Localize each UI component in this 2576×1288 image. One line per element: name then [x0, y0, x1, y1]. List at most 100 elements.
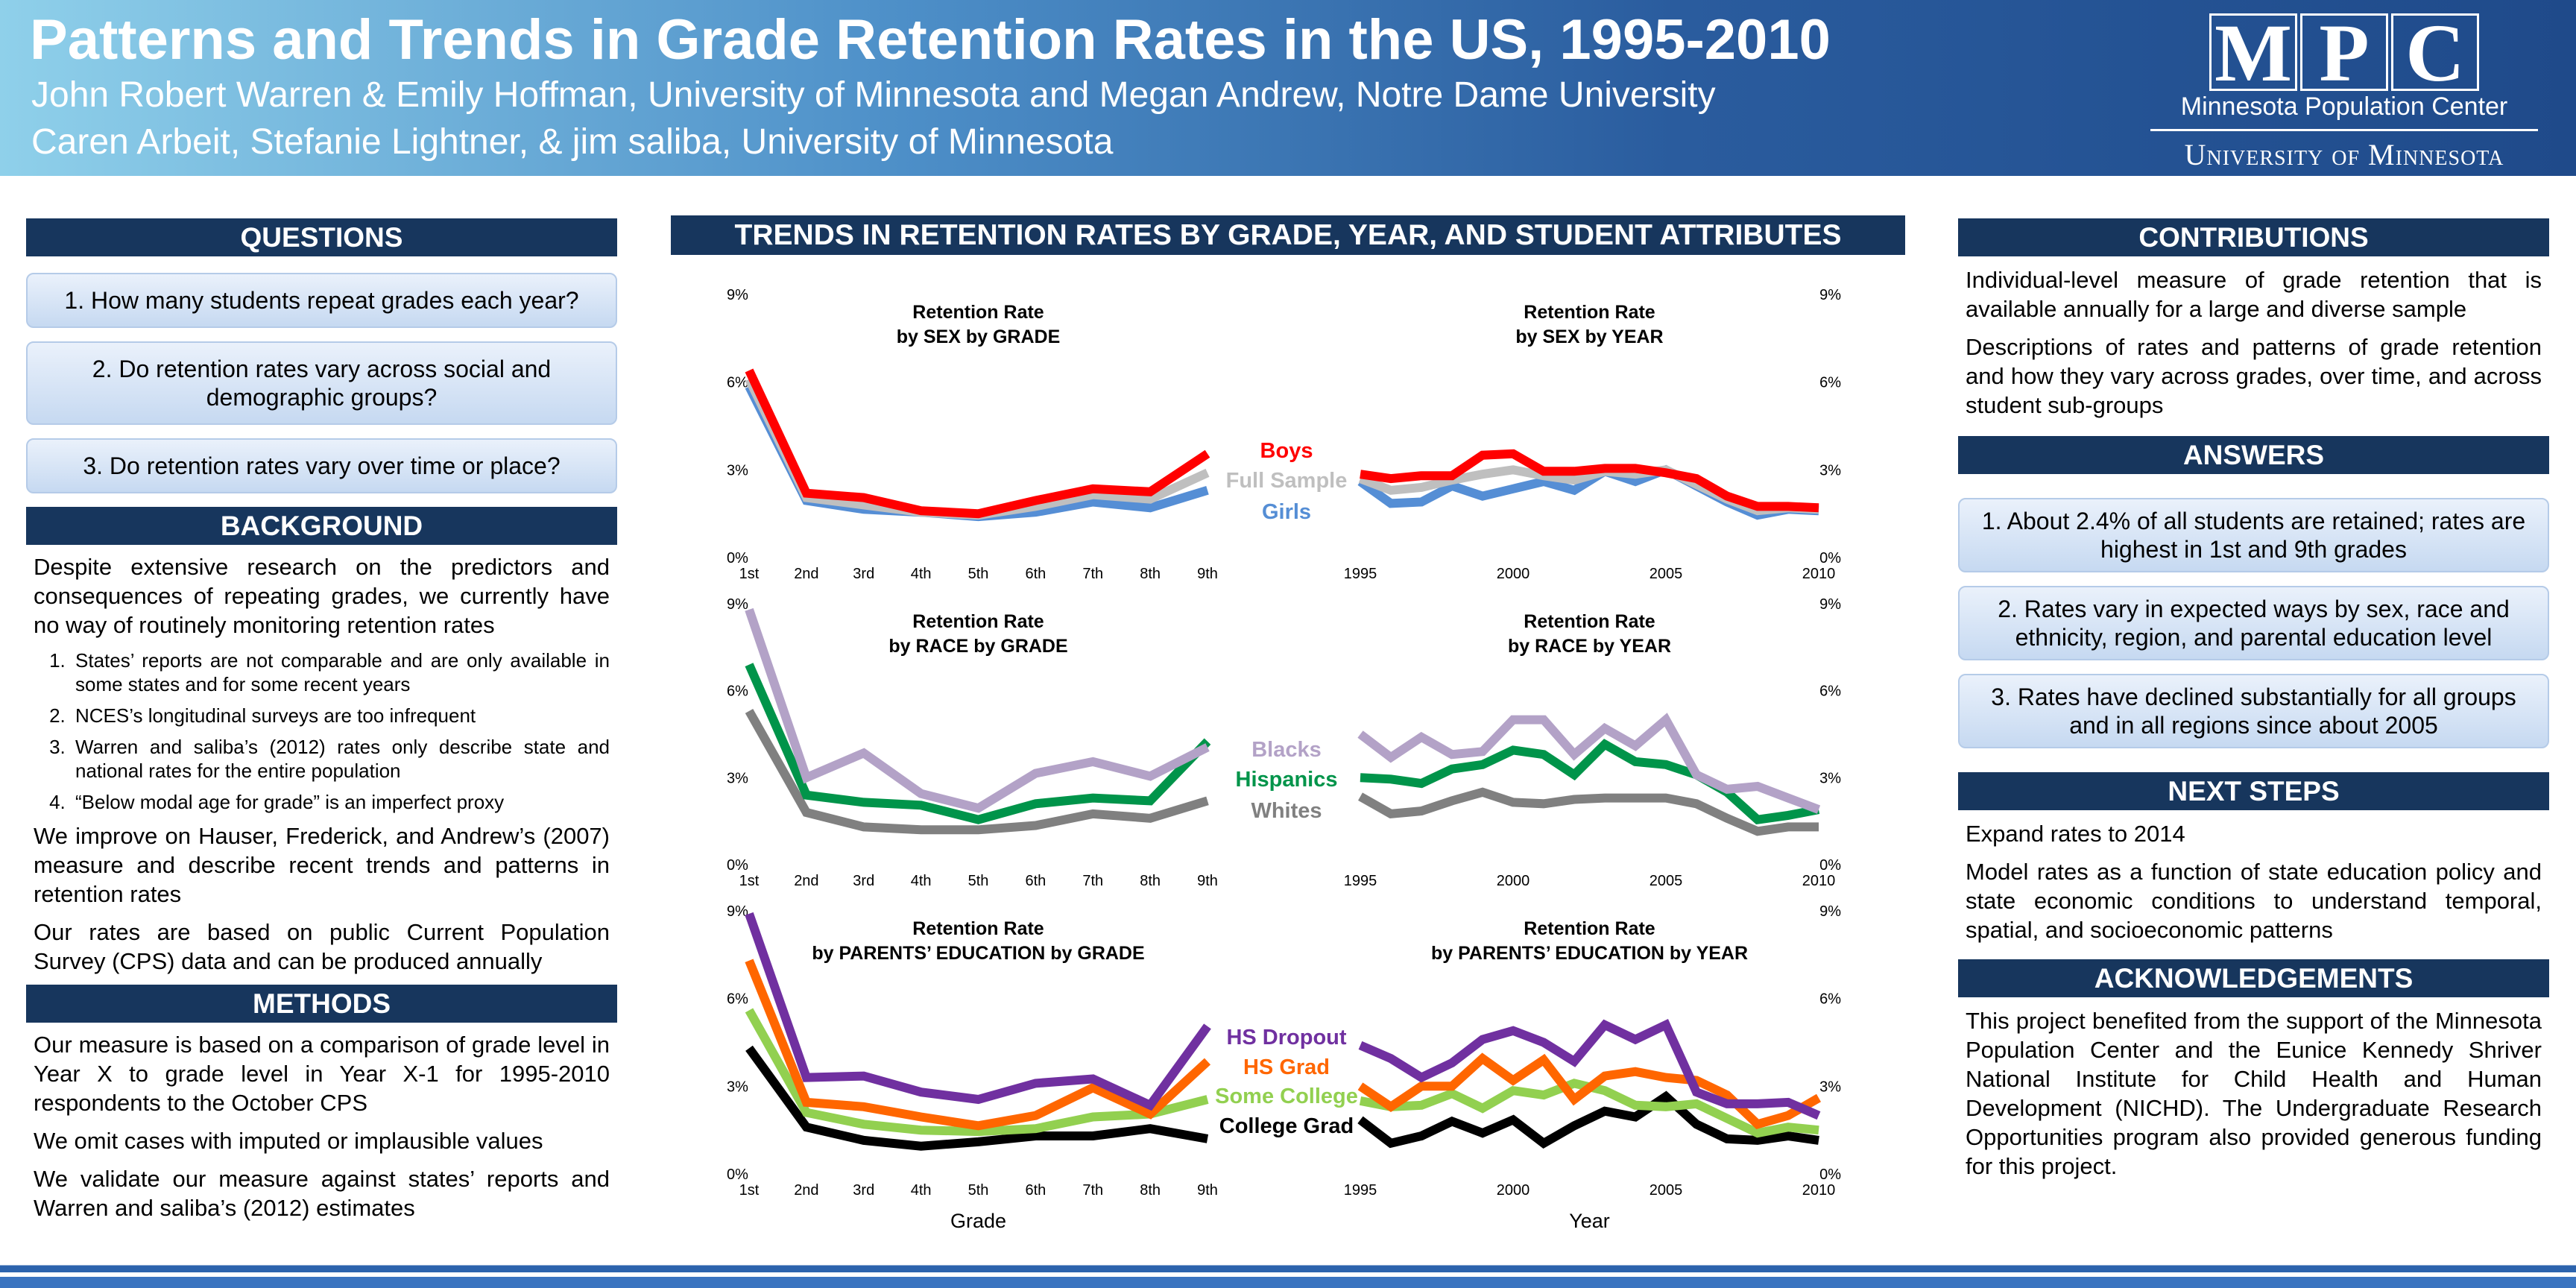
y-tick-label: 9%	[727, 287, 748, 303]
x-tick-label: 1st	[739, 566, 760, 582]
x-tick-label: 5th	[968, 1182, 989, 1199]
logo-letter-m: M	[2209, 12, 2297, 94]
x-tick-label: 1st	[739, 873, 760, 889]
x-tick-label: 2005	[1650, 566, 1683, 582]
series-line-whites	[745, 708, 1209, 835]
x-tick-label: 1995	[1344, 566, 1377, 582]
legend-label: HS Grad	[1243, 1055, 1330, 1079]
answer-1: 1. About 2.4% of all students are retain…	[1958, 498, 2549, 572]
questions-heading: QUESTIONS	[26, 218, 617, 256]
background-list-item: Warren and saliba’s (2012) rates only de…	[71, 735, 610, 783]
series-line-college-grad	[745, 1045, 1209, 1151]
x-tick-label: 2000	[1497, 873, 1530, 889]
footer-stripes	[0, 1260, 2576, 1288]
legend-label: Some College	[1215, 1085, 1358, 1108]
x-tick-label: 4th	[911, 566, 932, 582]
chart-title: Retention Rate	[1524, 611, 1655, 632]
y-tick-label: 3%	[727, 1079, 748, 1095]
methods-heading: METHODS	[26, 985, 617, 1023]
legend-label: Full Sample	[1226, 469, 1348, 493]
x-tick-label: 7th	[1082, 873, 1103, 889]
y-tick-label: 0%	[1819, 550, 1841, 566]
x-tick-label: 2010	[1802, 1182, 1836, 1199]
y-tick-label: 9%	[727, 903, 748, 920]
question-3: 3. Do retention rates vary over time or …	[26, 438, 617, 493]
x-tick-label: 9th	[1197, 1182, 1218, 1199]
x-tick-label: 5th	[968, 873, 989, 889]
chart-2: 0% 3% 6% 9% Retention Rate by SEX by YEAR 1995…	[1344, 287, 1841, 582]
question-1: 1. How many students repeat grades each …	[26, 273, 617, 328]
authors-line-2: Caren Arbeit, Stefanie Lightner, & jim s…	[31, 122, 1114, 162]
background-list-item: “Below modal age for grade” is an imperf…	[71, 790, 610, 814]
y-tick-label: 9%	[1819, 903, 1841, 920]
y-tick-label: 9%	[1819, 287, 1841, 303]
y-tick-label: 0%	[1819, 857, 1841, 874]
acknowledgements-text: This project benefited from the support …	[1966, 1008, 2542, 1179]
chart-title: Retention Rate	[912, 918, 1044, 939]
logo-center-name: Minnesota Population Center	[2180, 92, 2508, 121]
series-line-boys	[1360, 449, 1819, 513]
methods-p2: We omit cases with imputed or implausibl…	[34, 1128, 543, 1154]
series-line-hs-dropout	[745, 912, 1211, 1111]
series-line-blacks	[745, 607, 1210, 813]
next-steps-heading: NEXT STEPS	[1958, 772, 2549, 810]
chart-title: Retention Rate	[912, 302, 1044, 323]
x-tick-label: 1995	[1344, 873, 1377, 889]
x-tick-label: 2010	[1802, 873, 1836, 889]
y-tick-label: 0%	[727, 1167, 748, 1183]
y-tick-label: 6%	[1819, 375, 1841, 391]
y-tick-label: 6%	[727, 375, 748, 391]
chart-subtitle: by SEX by GRADE	[897, 326, 1061, 347]
chart-5: 0% 3% 6% 9% Retention Rate by PARENTS’ EDUCAT…	[727, 903, 1358, 1232]
chart-1: 0% 3% 6% 9% Retention Rate by SEX by GRADE 1st…	[727, 287, 1347, 582]
y-tick-label: 6%	[727, 684, 748, 700]
legend-label: Whites	[1251, 799, 1322, 823]
background-heading: BACKGROUND	[26, 507, 617, 545]
y-tick-label: 0%	[1819, 1167, 1841, 1183]
series-line-hs-grad	[745, 959, 1211, 1131]
chart-subtitle: by PARENTS’ EDUCATION by YEAR	[1431, 943, 1748, 964]
poster-header: Patterns and Trends in Grade Retention R…	[0, 0, 2576, 176]
logo-letter-p: P	[2300, 12, 2388, 94]
methods-p3: We validate our measure against states’ …	[34, 1166, 610, 1221]
chart-title: Retention Rate	[1524, 918, 1655, 939]
x-tick-label: 2000	[1497, 1182, 1530, 1199]
chart-subtitle: by SEX by YEAR	[1515, 326, 1663, 347]
background-list: States’ reports are not comparable and a…	[71, 648, 610, 814]
background-p2: We improve on Hauser, Frederick, and And…	[34, 823, 610, 907]
chart-title: Retention Rate	[1524, 302, 1655, 323]
chart-title: Retention Rate	[912, 611, 1044, 632]
x-tick-label: 4th	[911, 873, 932, 889]
y-tick-label: 6%	[727, 991, 748, 1008]
chart-4: 0% 3% 6% 9% Retention Rate by RACE by YEAR 199…	[1344, 596, 1841, 889]
logo-university: University of Minnesota	[2184, 138, 2504, 171]
y-tick-label: 0%	[727, 857, 748, 874]
chart-subtitle: by RACE by YEAR	[1508, 636, 1671, 657]
answers-heading: ANSWERS	[1958, 436, 2549, 474]
next-steps-p1: Expand rates to 2014	[1966, 821, 2185, 847]
legend-label: HS Dropout	[1226, 1026, 1346, 1049]
trends-heading: TRENDS IN RETENTION RATES BY GRADE, YEAR…	[671, 215, 1905, 255]
background-list-item: NCES’s longitudinal surveys are too infr…	[71, 704, 610, 727]
x-tick-label: 9th	[1197, 566, 1218, 582]
x-tick-label: 7th	[1082, 566, 1103, 582]
x-tick-label: 9th	[1197, 873, 1218, 889]
background-p3: Our rates are based on public Current Po…	[34, 919, 610, 974]
chart-6: 0% 3% 6% 9% Retention Rate by PARENTS’ EDUCAT…	[1344, 903, 1841, 1232]
x-tick-label: 7th	[1082, 1182, 1103, 1199]
contributions-p1: Individual-level measure of grade retent…	[1966, 267, 2542, 322]
x-tick-label: 2nd	[794, 566, 818, 582]
series-line-college-grad	[1357, 1090, 1819, 1149]
x-tick-label: 6th	[1025, 566, 1046, 582]
question-2: 2. Do retention rates vary across social…	[26, 341, 617, 425]
x-axis-label: Year	[1569, 1210, 1610, 1232]
x-tick-label: 2005	[1650, 873, 1683, 889]
series-line-some-college	[745, 1008, 1209, 1137]
y-tick-label: 3%	[727, 770, 748, 786]
y-tick-label: 3%	[1819, 770, 1841, 786]
poster-title: Patterns and Trends in Grade Retention R…	[30, 8, 1831, 72]
x-tick-label: 1st	[739, 1182, 760, 1199]
series-line-boys	[745, 368, 1210, 519]
